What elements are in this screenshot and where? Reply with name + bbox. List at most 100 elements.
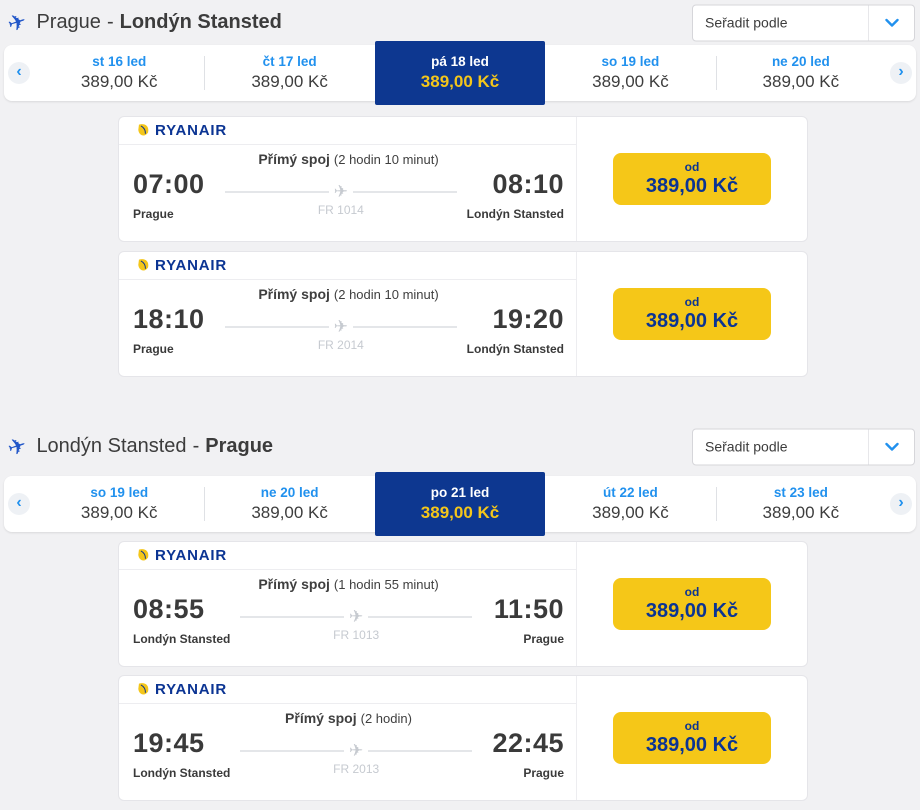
day-tab-price: 389,00 Kč bbox=[762, 503, 840, 522]
chevron-right-icon: › bbox=[890, 493, 913, 515]
arrival-city: Londýn Stansted bbox=[466, 207, 564, 221]
price-value: 389,00 Kč bbox=[645, 600, 739, 622]
plane-icon: ✈ bbox=[349, 741, 364, 760]
flight-details: RYANAIR Přímý spoj (2 hodin 10 minut) 18:… bbox=[119, 252, 576, 376]
departure: 08:55 Londýn Stansted bbox=[133, 594, 230, 646]
day-tab-price: 389,00 Kč bbox=[80, 503, 158, 522]
flight-number: FR 2014 bbox=[317, 338, 364, 352]
day-tab-price: 389,00 Kč bbox=[251, 503, 328, 522]
flight-list: RYANAIR Přímý spoj (2 hodin 10 minut) 07:… bbox=[118, 101, 808, 377]
route-to: Londýn Stansted bbox=[119, 11, 282, 33]
flight-info: Přímý spoj (2 hodin 10 minut) 07:00 Pragu… bbox=[119, 145, 576, 241]
day-tab-price: 389,00 Kč bbox=[762, 72, 840, 91]
arrival: 11:50 Prague bbox=[482, 594, 564, 646]
day-tab[interactable]: čt 17 led 389,00 Kč bbox=[204, 45, 374, 101]
airline-name: RYANAIR bbox=[155, 257, 228, 274]
flight-number: FR 2013 bbox=[333, 762, 380, 776]
day-tab-price: 389,00 Kč bbox=[592, 72, 669, 91]
day-tab[interactable]: st 16 led 389,00 Kč bbox=[34, 45, 204, 101]
day-tab[interactable]: ne 20 led 389,00 Kč bbox=[204, 476, 374, 532]
flight-type: Přímý spoj (2 hodin 10 minut) bbox=[133, 151, 564, 167]
page-title: Londýn Stansted - Prague bbox=[36, 435, 273, 458]
price-prefix: od bbox=[684, 719, 700, 733]
departure-time: 18:10 bbox=[133, 304, 205, 334]
flight-list: RYANAIR Přímý spoj (1 hodin 55 minut) 08:… bbox=[118, 532, 808, 801]
airline-row: RYANAIR bbox=[119, 542, 576, 570]
plane-icon: ✈ bbox=[4, 431, 30, 461]
price-prefix: od bbox=[684, 295, 700, 309]
carousel-next-button[interactable]: › bbox=[886, 45, 916, 101]
arrival-city: Prague bbox=[523, 632, 564, 646]
carousel-prev-button[interactable]: ‹ bbox=[4, 476, 34, 532]
direct-label: Přímý spoj bbox=[258, 151, 330, 167]
day-tab-date: so 19 led bbox=[90, 485, 149, 500]
departure-time: 08:55 bbox=[133, 594, 205, 624]
arrival-time: 08:10 bbox=[492, 169, 564, 199]
airline-name: RYANAIR bbox=[155, 547, 228, 564]
day-tab[interactable]: st 23 led 389,00 Kč bbox=[715, 476, 886, 532]
price-prefix: od bbox=[684, 585, 700, 599]
day-tab-date: so 19 led bbox=[601, 54, 660, 69]
airline-row: RYANAIR bbox=[119, 117, 576, 145]
carousel-prev-button[interactable]: ‹ bbox=[4, 45, 34, 101]
departure-time: 07:00 bbox=[133, 169, 205, 199]
page-title: Prague - Londýn Stansted bbox=[36, 11, 281, 34]
outbound-header: ✈ Prague - Londýn Stansted Seřadit podle bbox=[0, 0, 920, 45]
route-row: 18:10 Prague ✈ FR 2014 19:20 Londýn Stan… bbox=[133, 304, 564, 356]
departure: 07:00 Prague bbox=[133, 169, 215, 221]
ryanair-harp-icon bbox=[137, 682, 150, 697]
airline-row: RYANAIR bbox=[119, 676, 576, 704]
price-value: 389,00 Kč bbox=[645, 175, 739, 197]
price-value: 389,00 Kč bbox=[645, 310, 739, 332]
direct-label: Přímý spoj bbox=[258, 286, 330, 302]
route-from: Londýn Stansted bbox=[36, 435, 187, 457]
flight-details: RYANAIR Přímý spoj (1 hodin 55 minut) 08:… bbox=[119, 542, 576, 666]
day-tab-date: po 21 led bbox=[430, 485, 490, 500]
day-tab[interactable]: so 19 led 389,00 Kč bbox=[545, 45, 715, 101]
price-button[interactable]: od 389,00 Kč bbox=[613, 288, 771, 340]
chevron-down-icon[interactable] bbox=[868, 429, 914, 464]
route-line: ✈ bbox=[240, 607, 472, 627]
departure-city: Londýn Stansted bbox=[133, 632, 231, 646]
route-separator: - bbox=[192, 435, 200, 457]
arrival-city: Londýn Stansted bbox=[466, 342, 564, 356]
route-row: 19:45 Londýn Stansted ✈ FR 2013 22:45 Pr… bbox=[133, 728, 564, 780]
day-tab-selected[interactable]: pá 18 led 389,00 Kč bbox=[374, 41, 546, 105]
route-middle: ✈ FR 1014 bbox=[225, 169, 457, 221]
price-button[interactable]: od 389,00 Kč bbox=[613, 153, 771, 205]
day-tab[interactable]: ne 20 led 389,00 Kč bbox=[715, 45, 886, 101]
price-area: od 389,00 Kč bbox=[576, 676, 807, 800]
arrival-time: 19:20 bbox=[492, 304, 564, 334]
day-tab-selected[interactable]: po 21 led 389,00 Kč bbox=[374, 472, 546, 536]
route-separator: - bbox=[106, 11, 114, 33]
arrival: 19:20 Londýn Stansted bbox=[467, 304, 564, 356]
price-button[interactable]: od 389,00 Kč bbox=[613, 712, 771, 764]
chevron-down-icon[interactable] bbox=[868, 5, 914, 40]
chevron-left-icon: ‹ bbox=[8, 493, 30, 515]
day-tab-date: út 22 led bbox=[603, 485, 658, 500]
day-tab-price: 389,00 Kč bbox=[80, 72, 158, 91]
day-tab[interactable]: so 19 led 389,00 Kč bbox=[34, 476, 204, 532]
return-section: ✈ Londýn Stansted - Prague Seřadit podle… bbox=[0, 417, 920, 801]
duration-label: (1 hodin 55 minut) bbox=[333, 577, 439, 592]
ryanair-harp-icon bbox=[137, 548, 150, 563]
day-tab-date: ne 20 led bbox=[260, 485, 319, 500]
day-tab-price: 389,00 Kč bbox=[420, 503, 500, 522]
ryanair-harp-icon bbox=[137, 123, 150, 138]
plane-icon: ✈ bbox=[349, 607, 364, 626]
day-tab-price: 389,00 Kč bbox=[251, 72, 328, 91]
sort-dropdown-label: Seřadit podle bbox=[705, 14, 788, 31]
carousel-next-button[interactable]: › bbox=[886, 476, 916, 532]
day-tab-price: 389,00 Kč bbox=[420, 72, 500, 91]
duration-label: (2 hodin 10 minut) bbox=[333, 152, 439, 167]
route-line: ✈ bbox=[225, 317, 457, 337]
flight-info: Přímý spoj (2 hodin) 19:45 Londýn Stanste… bbox=[119, 704, 576, 800]
day-tab[interactable]: út 22 led 389,00 Kč bbox=[545, 476, 715, 532]
airline-name: RYANAIR bbox=[155, 681, 228, 698]
direct-label: Přímý spoj bbox=[285, 710, 357, 726]
sort-dropdown[interactable]: Seřadit podle bbox=[692, 428, 915, 465]
departure: 18:10 Prague bbox=[133, 304, 215, 356]
price-button[interactable]: od 389,00 Kč bbox=[613, 578, 771, 630]
arrival-city: Prague bbox=[523, 766, 564, 780]
sort-dropdown[interactable]: Seřadit podle bbox=[692, 4, 915, 41]
